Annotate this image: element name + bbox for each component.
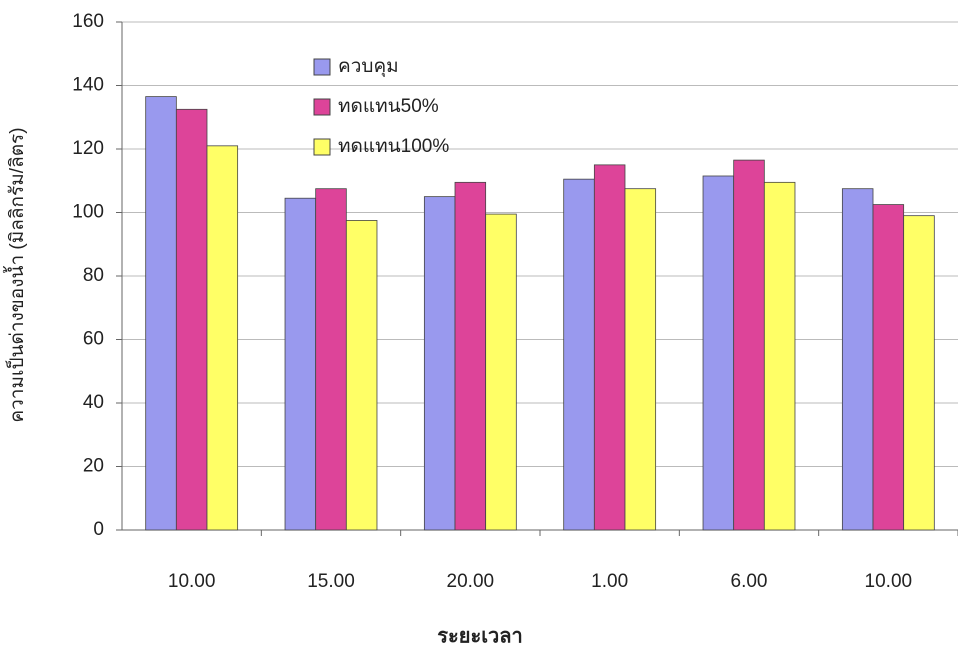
legend-label: ทดแทน50% xyxy=(338,96,439,117)
bar xyxy=(734,160,765,530)
chart: ระยะเวลา ความเป็นด่างของน้ำ (มิลลิกรัม/ล… xyxy=(0,0,958,652)
x-tick-label: 6.00 xyxy=(731,571,768,592)
bar xyxy=(594,165,625,530)
bar xyxy=(316,189,347,530)
bar xyxy=(564,179,595,530)
x-tick-label: 10.00 xyxy=(865,571,913,592)
bar xyxy=(455,182,486,530)
bar xyxy=(764,182,795,530)
legend-swatch xyxy=(314,99,330,115)
legend-label: ควบคุม xyxy=(338,56,399,78)
bar xyxy=(285,198,316,530)
bar xyxy=(904,216,935,530)
bar xyxy=(176,109,207,530)
bar xyxy=(207,146,238,530)
bar xyxy=(486,214,517,530)
x-tick-label: 10.00 xyxy=(168,571,216,592)
y-tick-label: 0 xyxy=(93,519,104,540)
bar xyxy=(873,205,904,530)
legend-swatch xyxy=(314,59,330,75)
y-tick-label: 20 xyxy=(83,456,104,477)
bar xyxy=(424,197,455,530)
bar xyxy=(346,220,377,530)
x-tick-label: 20.00 xyxy=(447,571,495,592)
bar xyxy=(625,189,656,530)
y-tick-label: 120 xyxy=(72,138,104,159)
y-tick-label: 100 xyxy=(72,202,104,223)
x-axis-title: ระยะเวลา xyxy=(437,625,523,647)
x-tick-label: 1.00 xyxy=(591,571,628,592)
legend-label: ทดแทน100% xyxy=(338,136,449,157)
legend-swatch xyxy=(314,139,330,155)
bar xyxy=(146,97,177,530)
bar xyxy=(842,189,873,530)
y-tick-label: 80 xyxy=(83,265,104,286)
y-axis-title: ความเป็นด่างของน้ำ (มิลลิกรัม/ลิตร) xyxy=(3,127,28,422)
y-tick-label: 140 xyxy=(72,75,104,96)
y-tick-label: 40 xyxy=(83,392,104,413)
x-tick-label: 15.00 xyxy=(307,571,355,592)
bar xyxy=(703,176,734,530)
y-tick-label: 60 xyxy=(83,329,104,350)
y-tick-label: 160 xyxy=(72,11,104,32)
